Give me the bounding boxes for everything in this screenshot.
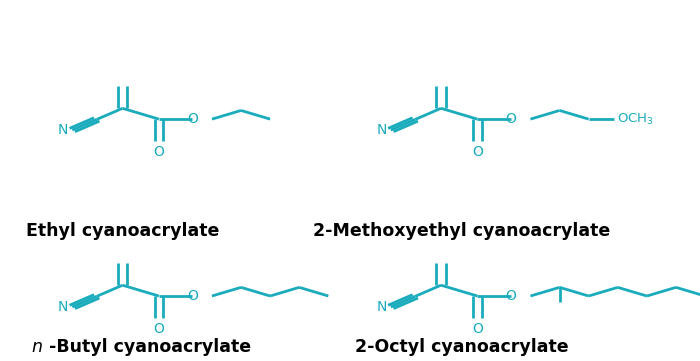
Text: O: O	[153, 322, 164, 336]
Text: N: N	[376, 123, 386, 137]
Text: -Butyl cyanoacrylate: -Butyl cyanoacrylate	[49, 338, 251, 356]
Text: O: O	[505, 289, 517, 303]
Text: OCH$_3$: OCH$_3$	[617, 112, 654, 127]
Text: Ethyl cyanoacrylate: Ethyl cyanoacrylate	[26, 222, 219, 240]
Text: O: O	[187, 112, 198, 126]
Text: O: O	[472, 145, 483, 160]
Text: O: O	[472, 322, 483, 336]
Text: O: O	[505, 112, 517, 126]
Text: 2-Octyl cyanoacrylate: 2-Octyl cyanoacrylate	[355, 338, 569, 356]
Text: 2-Methoxyethyl cyanoacrylate: 2-Methoxyethyl cyanoacrylate	[314, 222, 610, 240]
Text: O: O	[153, 145, 164, 160]
Text: $\mathit{n}$: $\mathit{n}$	[32, 338, 43, 356]
Text: N: N	[57, 123, 68, 137]
Text: N: N	[376, 300, 386, 314]
Text: O: O	[187, 289, 198, 303]
Text: N: N	[57, 300, 68, 314]
